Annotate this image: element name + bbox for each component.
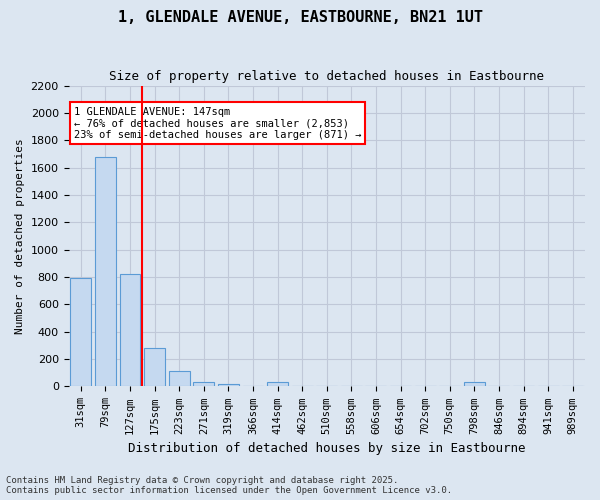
Y-axis label: Number of detached properties: Number of detached properties <box>15 138 25 334</box>
Bar <box>95 156 116 386</box>
Bar <box>144 348 165 387</box>
Bar <box>218 384 239 386</box>
Title: Size of property relative to detached houses in Eastbourne: Size of property relative to detached ho… <box>109 70 544 83</box>
Text: 1, GLENDALE AVENUE, EASTBOURNE, BN21 1UT: 1, GLENDALE AVENUE, EASTBOURNE, BN21 1UT <box>118 10 482 25</box>
Bar <box>169 370 190 386</box>
Bar <box>464 382 485 386</box>
Text: 1 GLENDALE AVENUE: 147sqm
← 76% of detached houses are smaller (2,853)
23% of se: 1 GLENDALE AVENUE: 147sqm ← 76% of detac… <box>74 106 361 140</box>
Text: Contains HM Land Registry data © Crown copyright and database right 2025.
Contai: Contains HM Land Registry data © Crown c… <box>6 476 452 495</box>
Bar <box>193 382 214 386</box>
Bar <box>267 382 288 386</box>
X-axis label: Distribution of detached houses by size in Eastbourne: Distribution of detached houses by size … <box>128 442 526 455</box>
Bar <box>70 278 91 386</box>
Bar <box>119 274 140 386</box>
